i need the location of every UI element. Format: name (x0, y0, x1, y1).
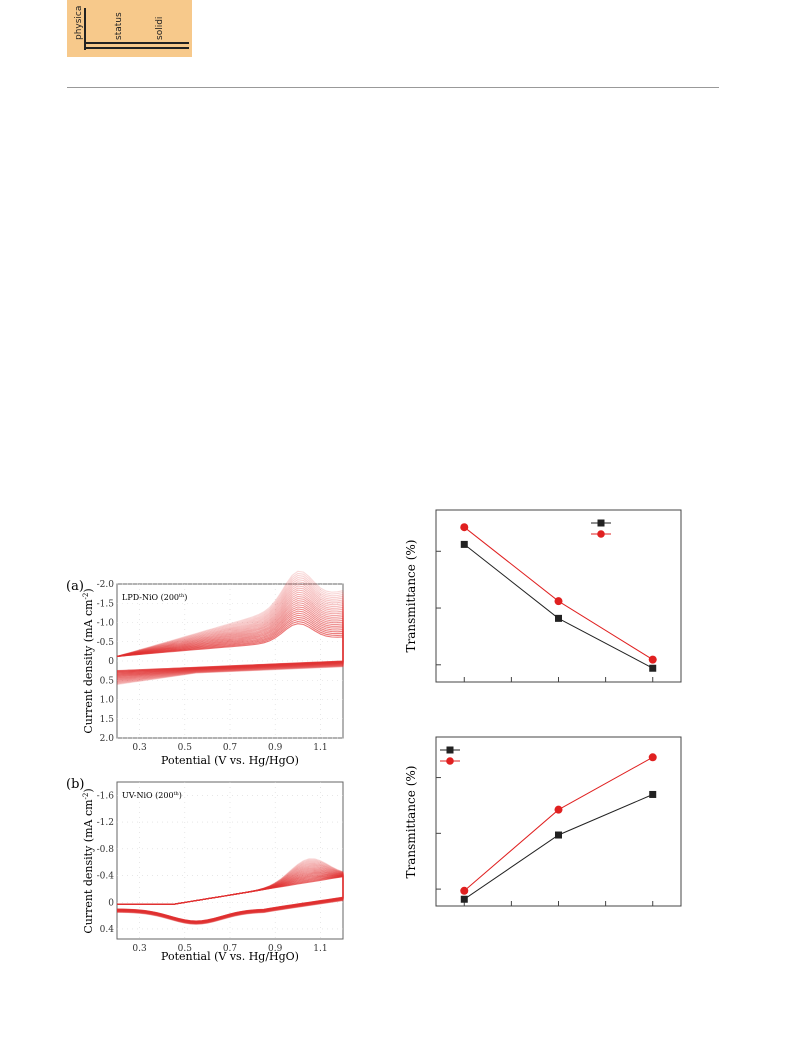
data-point-square (649, 790, 657, 798)
panel-label-a: (a) (66, 579, 84, 594)
cv-xtick-label: 0.9 (268, 944, 283, 954)
data-point-circle (460, 886, 469, 895)
logo-bar-top (84, 42, 189, 44)
data-point-square (460, 895, 468, 903)
legend-marker-circle (597, 530, 605, 538)
cv-plot-b: (b) UV-NiO (200th) -1.6-1.2-0.8-0.400.4 … (66, 777, 344, 963)
data-point-circle (554, 597, 563, 606)
cv-ytick-label: 0.4 (100, 925, 115, 935)
legend-marker-square (597, 519, 605, 527)
cv-ytick-label: 1.0 (100, 696, 115, 706)
data-point-circle (460, 523, 469, 532)
transmittance-svg-1: Transmittance (%) (404, 509, 682, 683)
cv-ytick-label: 0.5 (100, 676, 115, 686)
cv-xtick-label: 1.1 (313, 743, 327, 753)
cv-panel-a: (a) LPD-NiO (200th) -2.0 -1.5 -1.0 -0.5 0 0.5… (62, 570, 352, 770)
cv-cycle-curve (116, 623, 344, 672)
legend-marker-square (446, 746, 454, 754)
data-point-square (555, 614, 562, 622)
logo-word-status: status (114, 12, 124, 40)
cv-ytick-label: -1.5 (97, 599, 115, 609)
cv-ytick-label: -0.4 (97, 872, 115, 882)
transmittance-chart-1: Transmittance (%) (395, 505, 695, 695)
logo-word-physica: physica (74, 5, 84, 40)
cv-xtick-label: 0.5 (178, 944, 193, 954)
data-point-circle (648, 655, 657, 664)
cv-annotation-b: UV-NiO (200th) (122, 791, 182, 800)
cv-xlabel-a: Potential (V vs. Hg/HgO) (161, 754, 299, 767)
cv-ytick-label: -1.0 (97, 619, 115, 629)
cv-xtick-label: 0.3 (132, 743, 147, 753)
logo-bar-bottom (84, 47, 189, 49)
legend-marker-circle (446, 757, 454, 765)
transmittance-svg-2: Transmittance (%) (404, 736, 682, 907)
data-point-square (649, 664, 657, 672)
journal-logo: physica status solidi (67, 0, 192, 57)
data-point-circle (648, 753, 657, 762)
cv-ylabel-b: Current density (mA cm-2) (82, 788, 95, 933)
data-point-circle (554, 805, 563, 814)
chart1-ylabel: Transmittance (%) (404, 540, 418, 653)
cv-ytick-label: -0.8 (97, 845, 115, 855)
cv-xtick-label: 1.1 (313, 944, 327, 954)
cv-ytick-label: -1.2 (97, 818, 114, 828)
cv-ylabel-a: Current density (mA cm-2) (82, 588, 95, 733)
cv-xlabel-b: Potential (V vs. Hg/HgO) (161, 950, 299, 963)
data-point-square (460, 540, 468, 548)
transmittance-chart-2: Transmittance (%) (395, 732, 695, 912)
header-rule (67, 87, 719, 88)
chart2-ylabel: Transmittance (%) (404, 766, 418, 879)
cv-annotation-a: LPD-NiO (200th) (122, 593, 187, 602)
logo-bar-vertical (84, 8, 86, 50)
cv-ytick-label: 0 (108, 898, 114, 908)
cv-ytick-label: 0 (108, 657, 114, 667)
cv-xtick-label: 0.3 (132, 944, 147, 954)
cv-ytick-label: -0.5 (97, 638, 115, 648)
cv-xtick-label: 0.7 (223, 944, 238, 954)
cv-xtick-label: 0.5 (178, 743, 193, 753)
cv-plot-a: (a) LPD-NiO (200th) -2.0 -1.5 -1.0 -0.5 0 0.5… (66, 570, 344, 767)
data-point-square (555, 831, 562, 839)
cv-panel-b: (b) UV-NiO (200th) -1.6 -1.2 -0.8 -0.4 0 0.4 … (62, 770, 352, 966)
cv-xtick-label: 0.7 (223, 743, 238, 753)
panel-label-b: (b) (66, 777, 84, 792)
cv-xtick-label: 0.9 (268, 743, 283, 753)
cv-ytick-label: -1.6 (97, 791, 115, 801)
chart2-frame (435, 736, 682, 907)
cv-cycle-curve (116, 876, 344, 922)
cv-ytick-label: 1.5 (100, 715, 115, 725)
chart1-frame (435, 509, 682, 683)
cv-ytick-label: 2.0 (100, 734, 115, 744)
logo-word-solidi: solidi (155, 16, 165, 40)
cv-ytick-label: -2.0 (97, 580, 115, 590)
